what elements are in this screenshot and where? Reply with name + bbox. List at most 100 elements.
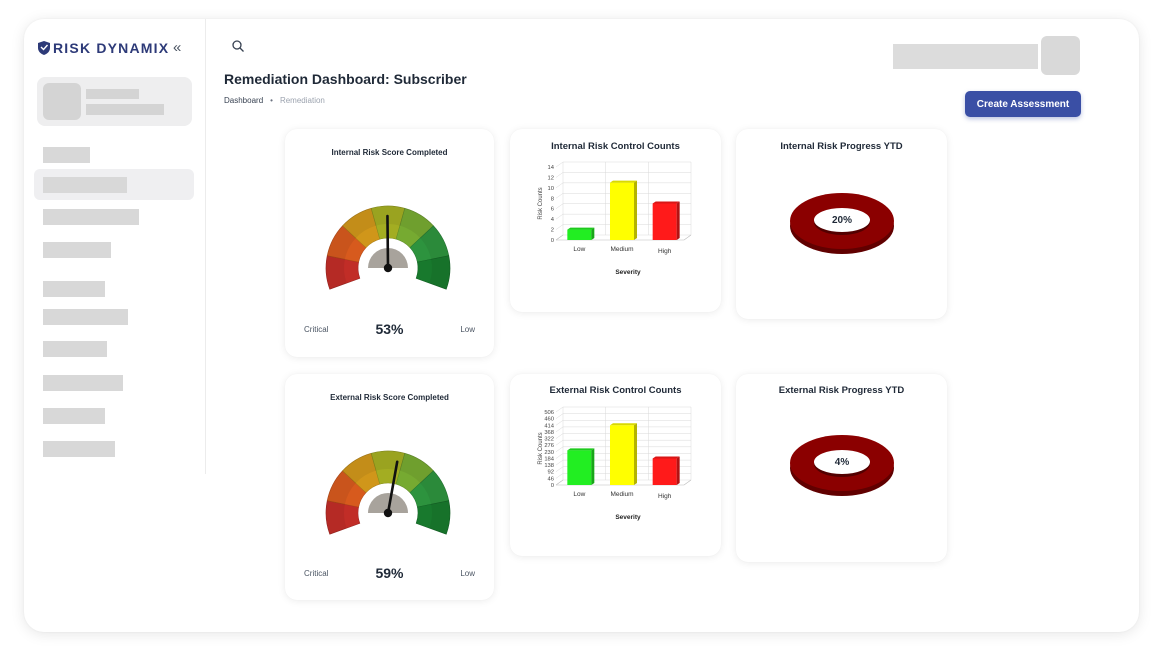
gauge-hub — [368, 493, 408, 513]
y-tick-label: 414 — [544, 423, 554, 429]
donut-center-label: 20% — [832, 215, 852, 226]
y-tick-label: 230 — [544, 450, 554, 456]
x-tick-label: Medium — [610, 491, 633, 498]
x-tick-label: Medium — [610, 246, 633, 253]
sidebar: RISK DYNAMIX « — [24, 19, 206, 474]
y-tick-label: 0 — [551, 483, 554, 489]
x-axis — [683, 234, 692, 241]
gauge-max-label: Low — [460, 325, 475, 334]
user-role-placeholder — [86, 104, 164, 115]
page-title: Remediation Dashboard: Subscriber — [224, 71, 467, 87]
sidebar-item-7[interactable] — [43, 341, 107, 357]
grid-line — [555, 193, 564, 199]
y-tick-label: 276 — [544, 443, 554, 449]
y-tick-label: 46 — [548, 476, 554, 482]
sidebar-item-3[interactable] — [43, 209, 139, 225]
bar-side — [676, 201, 680, 240]
grid-line — [555, 439, 564, 446]
bar-side — [634, 180, 637, 240]
brand-name: RISK DYNAMIX — [53, 40, 170, 56]
gauge-percent: 53% — [375, 321, 404, 337]
search-icon[interactable] — [231, 39, 245, 53]
gauge-percent: 59% — [375, 565, 404, 581]
gauge-segment-highlight — [355, 470, 380, 493]
chart-title: External Risk Control Counts — [549, 385, 682, 396]
internal-risk-gauge — [325, 205, 451, 290]
grid-line — [555, 466, 564, 472]
bar — [567, 450, 592, 485]
internal-risk-progress-card: Internal Risk Progress YTD 20% — [736, 129, 947, 319]
breadcrumb-current: Remediation — [279, 96, 325, 105]
internal-progress-donut: 20% — [790, 193, 894, 254]
bar-top — [567, 227, 595, 230]
sidebar-item-5[interactable] — [43, 281, 105, 297]
y-tick-label: 8 — [551, 196, 554, 202]
x-axis-label: Severity — [615, 514, 641, 521]
y-tick-label: 506 — [544, 410, 554, 416]
grid-line — [555, 413, 564, 419]
sidebar-item-6[interactable] — [43, 309, 128, 325]
y-tick-label: 92 — [548, 470, 554, 476]
y-tick-label: 12 — [548, 175, 554, 181]
internal-risk-score-card: Internal Risk Score Completed Critical 5… — [285, 129, 494, 357]
grid-line — [555, 172, 564, 178]
external-risk-progress-card: External Risk Progress YTD 4% — [736, 374, 947, 562]
x-tick-label: High — [658, 248, 672, 255]
grid-line — [555, 213, 564, 220]
bar-side — [634, 423, 637, 485]
donut-hole — [814, 450, 870, 474]
gauge-needle-pivot — [383, 508, 393, 518]
avatar — [43, 83, 81, 120]
y-tick-label: 138 — [544, 463, 554, 469]
external-risk-control-counts-card: External Risk Control Counts 0 46 92 138 184… — [510, 374, 721, 556]
y-tick-label: 460 — [544, 417, 554, 423]
x-tick-label: Low — [573, 491, 585, 498]
x-tick-label: Low — [573, 246, 585, 253]
y-tick-label: 14 — [548, 165, 555, 171]
grid-line — [555, 224, 564, 230]
gauge-segment-highlight — [344, 238, 367, 263]
logo: RISK DYNAMIX — [38, 40, 169, 56]
chart-title: Internal Risk Control Counts — [551, 141, 680, 152]
bar — [652, 203, 677, 240]
gauge-segment-highlight — [396, 225, 421, 248]
create-assessment-button[interactable]: Create Assessment — [965, 91, 1081, 117]
y-tick-label: 184 — [544, 456, 554, 462]
gauge-segment-highlight — [344, 504, 360, 529]
grid-line — [555, 182, 564, 189]
x-axis — [555, 479, 564, 486]
breadcrumb-dashboard[interactable]: Dashboard — [224, 96, 264, 105]
bar — [610, 425, 634, 485]
sidebar-item-10[interactable] — [43, 441, 115, 457]
y-tick-label: 4 — [551, 217, 555, 223]
header-avatar[interactable] — [1041, 36, 1080, 75]
y-axis-label: Risk Counts — [538, 187, 544, 219]
gauge-needle — [386, 460, 399, 515]
bar-top — [610, 180, 637, 183]
gauge-segment-highlight — [396, 470, 421, 493]
grid-line — [555, 406, 564, 413]
y-tick-label: 10 — [548, 186, 554, 192]
x-axis — [555, 234, 564, 241]
bar-top — [610, 423, 637, 426]
gauge-segment-highlight — [344, 483, 367, 508]
sidebar-item-4[interactable] — [43, 242, 111, 258]
y-tick-label: 6 — [551, 207, 554, 213]
sidebar-item-2[interactable] — [43, 177, 127, 193]
bar — [610, 182, 634, 240]
gauge-needle-pivot — [383, 263, 393, 273]
collapse-sidebar-icon[interactable]: « — [173, 39, 182, 56]
sidebar-item-1[interactable] — [43, 147, 90, 163]
gauge-segment-highlight — [416, 259, 432, 284]
sidebar-item-8[interactable] — [43, 375, 123, 391]
grid-line — [555, 433, 564, 439]
sidebar-item-9[interactable] — [43, 408, 105, 424]
external-risk-score-card: External Risk Score Completed Critical 5… — [285, 374, 494, 600]
user-profile-card[interactable] — [37, 77, 192, 126]
y-tick-label: 322 — [544, 437, 554, 443]
bar-top — [567, 448, 595, 451]
gauge-min-label: Critical — [304, 325, 329, 334]
donut-center-label: 4% — [835, 457, 850, 468]
internal-bar-chart: 0 2 4 6 8 10 12 14 Low Medium High Severity Risk Cou… — [538, 161, 692, 276]
gauge-min-label: Critical — [304, 569, 329, 578]
